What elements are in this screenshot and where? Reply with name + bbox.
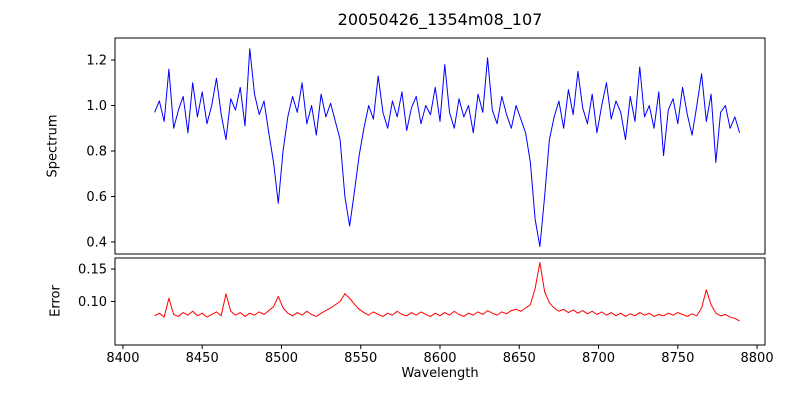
y-tick-label: 1.2 — [86, 54, 107, 69]
spectrum-axis-label: Spectrum — [45, 114, 61, 178]
error-line — [154, 262, 740, 322]
y-tick-label: 0.6 — [86, 190, 107, 205]
x-tick-label: 8450 — [186, 351, 219, 366]
x-tick-label: 8400 — [106, 351, 139, 366]
y-tick-label: 0.15 — [78, 263, 107, 278]
x-tick-label: 8600 — [423, 351, 456, 366]
x-tick-label: 8750 — [661, 351, 694, 366]
x-tick-label: 8700 — [582, 351, 615, 366]
spectrum-frame — [114, 37, 766, 255]
x-axis-label: Wavelength — [401, 366, 479, 381]
x-tick-label: 8550 — [344, 351, 377, 366]
chart-title: 20050426_1354m08_107 — [337, 10, 543, 29]
y-tick-label: 0.8 — [86, 145, 107, 160]
y-tick-label: 0.4 — [86, 235, 107, 250]
x-tick-label: 8500 — [265, 351, 298, 366]
y-tick-label: 0.10 — [78, 295, 107, 310]
error-axis-label: Error — [48, 285, 64, 317]
spectrum-line — [154, 48, 741, 247]
x-tick-label: 8800 — [741, 351, 774, 366]
x-tick-label: 8650 — [503, 351, 536, 366]
error-frame — [114, 257, 766, 346]
y-tick-label: 1.0 — [86, 99, 107, 114]
